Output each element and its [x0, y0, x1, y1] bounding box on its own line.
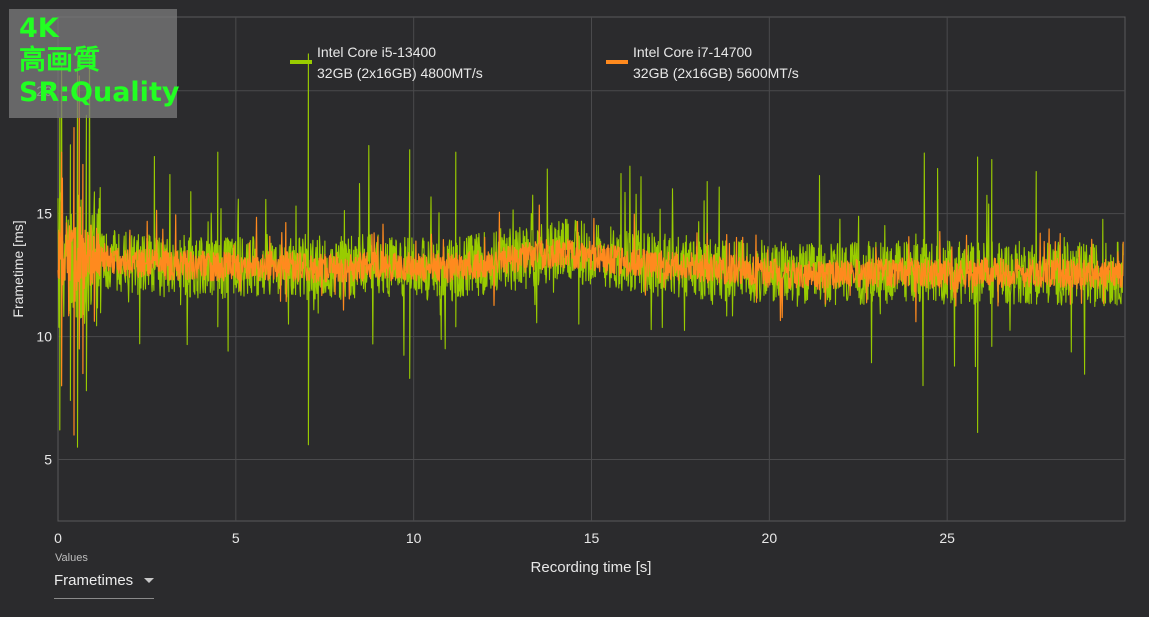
legend-memory-i7: 32GB (2x16GB) 5600MT/s: [633, 65, 799, 81]
legend-memory-i5: 32GB (2x16GB) 4800MT/s: [317, 65, 483, 81]
x-tick-label: 20: [762, 530, 778, 546]
x-tick-label: 5: [232, 530, 240, 546]
badge-resolution: 4K: [19, 13, 59, 44]
x-tick-label: 15: [584, 530, 600, 546]
x-tick-label: 0: [54, 530, 62, 546]
chevron-down-icon: [144, 578, 154, 583]
series-layer: [57, 49, 1124, 448]
y-tick-label: 10: [36, 329, 52, 345]
dropdown-selected-value: Frametimes: [54, 572, 134, 589]
settings-badge: 4K 高画質 SR:Quality: [9, 9, 180, 118]
legend-swatch-i7: [606, 60, 628, 64]
legend-swatch-i5: [290, 60, 312, 64]
axis-ticks: 05101520255101520: [36, 83, 955, 546]
values-dropdown[interactable]: Frametimes: [54, 569, 154, 599]
legend-cpu-i7: Intel Core i7-14700: [633, 44, 753, 60]
legend-label-i5: Intel Core i5-13400 32GB (2x16GB) 4800MT…: [317, 42, 483, 84]
badge-upscaler: SR:Quality: [19, 77, 180, 108]
x-tick-label: 10: [406, 530, 422, 546]
series-line-i7-14700: [57, 75, 1124, 436]
values-label: Values: [55, 552, 88, 564]
x-axis-label: Recording time [s]: [531, 559, 652, 576]
y-axis-label: Frametime [ms]: [10, 220, 26, 317]
legend-label-i7: Intel Core i7-14700 32GB (2x16GB) 5600MT…: [633, 42, 799, 84]
y-tick-label: 15: [36, 206, 52, 222]
x-tick-label: 25: [939, 530, 955, 546]
grid-lines: [58, 17, 1125, 521]
legend-cpu-i5: Intel Core i5-13400: [317, 44, 437, 60]
y-tick-label: 5: [44, 452, 52, 468]
badge-quality: 高画質: [19, 45, 100, 76]
